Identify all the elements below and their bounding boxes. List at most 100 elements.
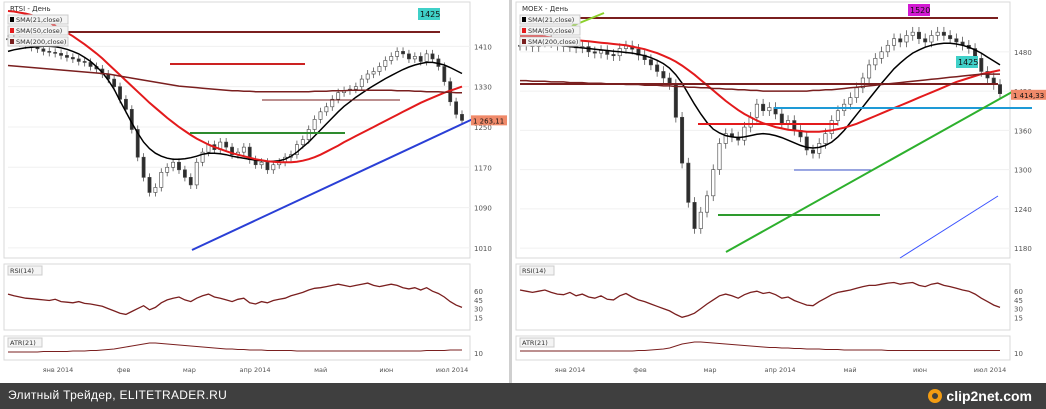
rtsi-legend-swatch <box>10 28 14 33</box>
rtsi-price-tick: 1330 <box>474 84 492 92</box>
rtsi-atr-label-box <box>7 337 43 348</box>
rtsi-candle-body <box>82 61 87 63</box>
moex-sma-line-1 <box>519 42 1001 149</box>
moex-candle-body <box>860 77 865 89</box>
moex-candle-body <box>711 169 716 197</box>
rtsi-candle-body <box>412 56 417 60</box>
moex-atr-tick: 10 <box>1014 350 1023 358</box>
moex-candle-body <box>941 31 946 36</box>
rtsi-candle-body <box>265 161 270 171</box>
rtsi-candle-body <box>141 156 146 178</box>
moex-candle-body <box>761 103 766 112</box>
moex-candle-body <box>854 87 859 98</box>
moex-candle-body <box>754 103 759 118</box>
moex-trendline <box>899 195 999 259</box>
moex-atr-frame <box>515 335 1011 361</box>
rtsi-badge-box <box>418 8 440 20</box>
rtsi-last-price: 1 263,11 <box>473 117 504 125</box>
moex-candle-body <box>592 51 597 54</box>
rtsi-candle-body <box>395 51 400 57</box>
moex-chart-svg: 148014201360130012401180MOEX - ДеньSMA(2… <box>515 1 1046 374</box>
rtsi-candle-body <box>182 169 187 178</box>
rtsi-legend-box <box>7 36 69 47</box>
moex-candle-body <box>904 35 909 43</box>
rtsi-chart-title: RTSI - День <box>10 5 51 13</box>
moex-rsi-tick: 30 <box>1014 306 1023 314</box>
rtsi-candle-body <box>200 151 205 163</box>
moex-x-tick: апр 2014 <box>765 366 796 374</box>
moex-chart-title: MOEX - День <box>522 5 568 13</box>
rtsi-candle-body <box>53 52 58 54</box>
moex-candle-body <box>998 84 1002 95</box>
moex-legend-label: SMA(200,close) <box>528 38 578 46</box>
rtsi-x-tick: апр 2014 <box>240 366 271 374</box>
rtsi-atr-tick: 10 <box>474 350 483 358</box>
rtsi-badge-label: 1425 <box>420 10 440 19</box>
rtsi-rsi-tick: 30 <box>474 306 483 314</box>
moex-candle-body <box>935 31 940 36</box>
moex-x-tick: июн <box>913 366 927 374</box>
rtsi-candle-body <box>224 141 229 148</box>
rtsi-candle-body <box>383 60 388 67</box>
rtsi-legend-box <box>7 25 69 36</box>
rtsi-last-price-box <box>471 115 507 126</box>
moex-legend-label: SMA(21,close) <box>528 16 574 24</box>
rtsi-candle-body <box>442 66 447 82</box>
moex-atr-label: ATR(21) <box>522 339 548 347</box>
rtsi-x-tick: фев <box>117 366 131 374</box>
moex-legend-box <box>519 36 581 47</box>
rtsi-atr-frame <box>3 335 471 361</box>
moex-candle-body <box>916 31 921 40</box>
rtsi-candle-body <box>188 177 193 186</box>
rtsi-rsi-label-box <box>7 265 43 276</box>
moex-candle-body <box>873 58 878 66</box>
moex-candle-body <box>792 120 797 131</box>
moex-candle-body <box>767 107 772 112</box>
rtsi-chart-svg: 1410 1330 1250 1170 1090 1010 RTSI - День SMA(2… <box>3 1 507 374</box>
moex-candle-body <box>898 38 903 43</box>
rtsi-candle-body <box>407 53 411 60</box>
moex-price-tick: 1480 <box>1014 49 1032 57</box>
moex-candle-body <box>779 113 784 125</box>
footer-bar: Элитный Трейдер, ELITETRADER.RU clip2net… <box>0 383 1046 409</box>
rtsi-candle-body <box>418 56 423 62</box>
moex-candle-body <box>885 44 890 53</box>
moex-candle-body <box>848 97 853 105</box>
rtsi-candle-body <box>47 51 52 53</box>
moex-candle-body <box>835 110 840 121</box>
moex-candle-body <box>648 59 653 66</box>
moex-candle-body <box>698 211 703 229</box>
moex-candle-body <box>686 162 691 203</box>
rtsi-rsi-label: RSI(14) <box>10 267 34 275</box>
moex-badge-box <box>908 4 930 16</box>
rtsi-legend-swatch <box>10 17 14 22</box>
moex-badge-label: 1425 <box>958 58 978 67</box>
clip2net-logo: clip2net.com <box>928 386 1032 406</box>
rtsi-x-tick: июн <box>379 366 393 374</box>
rtsi-candle-body <box>241 146 246 153</box>
rtsi-candle-body <box>194 161 199 186</box>
rtsi-x-tick: июл 2014 <box>436 366 468 374</box>
rtsi-rsi-tick: 15 <box>474 314 483 322</box>
rtsi-candle-body <box>365 73 370 80</box>
moex-candle-body <box>804 136 809 151</box>
rtsi-candle-body <box>295 144 299 155</box>
footer-caption: Элитный Трейдер, ELITETRADER.RU <box>8 388 228 402</box>
rtsi-candle-body <box>177 161 181 171</box>
rtsi-candle-body <box>259 161 264 166</box>
rtsi-trendline <box>191 117 476 251</box>
rtsi-candle-body <box>70 57 75 60</box>
rtsi-candle-body <box>389 56 394 61</box>
moex-legend-label: SMA(50,close) <box>528 27 574 35</box>
rtsi-price-tick: 1250 <box>474 124 492 132</box>
rtsi-rsi-tick: 45 <box>474 297 483 305</box>
rtsi-rsi-line <box>7 282 463 316</box>
moex-x-tick: май <box>843 366 856 374</box>
moex-x-tick: янв 2014 <box>555 366 586 374</box>
rtsi-sma-line-2 <box>7 10 463 164</box>
moex-candle-body <box>661 71 666 79</box>
rtsi-candle-body <box>171 161 175 168</box>
rtsi-atr-line <box>8 342 462 353</box>
rtsi-legend-box <box>7 14 69 25</box>
rtsi-sma-line-3 <box>7 64 462 94</box>
